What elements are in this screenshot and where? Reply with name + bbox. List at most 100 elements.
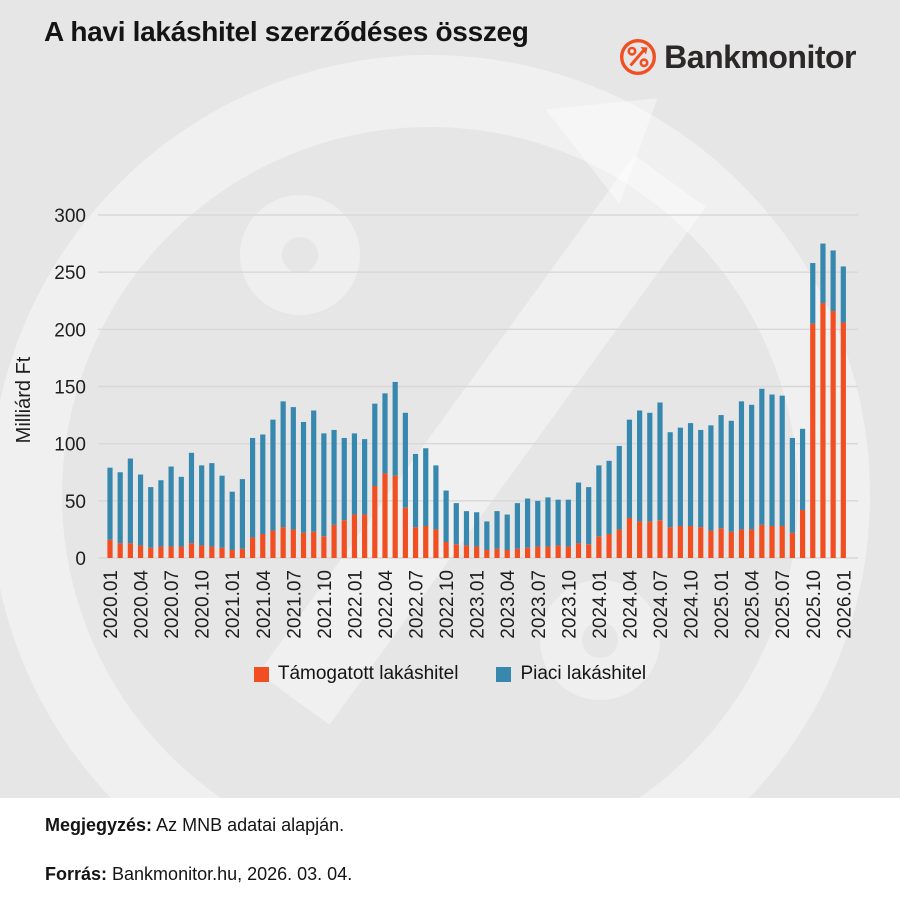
bar-piaci [260, 434, 266, 534]
bar-piaci [300, 421, 307, 533]
bar-tamogatott [687, 525, 694, 558]
bar-tamogatott [708, 530, 714, 558]
chart-panel: A havi lakáshitel szerződéses összeg Ban… [0, 0, 900, 798]
bar-piaci [616, 445, 622, 530]
bar-piaci [229, 491, 235, 550]
bar-piaci [158, 480, 164, 547]
legend-item-tamogatott: Támogatott lakáshitel [253, 663, 459, 685]
bar-piaci [789, 437, 795, 533]
bar-tamogatott [412, 527, 419, 558]
bar-piaci [321, 433, 327, 537]
bar-piaci [728, 420, 734, 532]
bar-tamogatott [178, 546, 184, 558]
source-line: Forrás: Bankmonitor.hu, 2026. 03. 04. [0, 836, 900, 885]
legend-item-piaci: Piaci lakáshitel [496, 663, 646, 685]
bar-tamogatott [759, 524, 765, 558]
bar-piaci [626, 419, 633, 518]
x-tick-label: 2020.10 [193, 570, 214, 639]
note-text: Az MNB adatai alapján. [156, 815, 345, 835]
bar-piaci [535, 500, 541, 547]
x-tick-label: 2025.10 [804, 570, 825, 639]
legend-swatch-piaci-icon [496, 666, 512, 682]
bar-piaci [677, 427, 683, 526]
x-tick-label: 2021.07 [284, 570, 305, 639]
x-tick-label: 2020.07 [162, 570, 183, 639]
bar-tamogatott [637, 521, 643, 558]
source-label: Forrás: [45, 864, 108, 884]
bar-piaci [840, 266, 846, 323]
bar-piaci [402, 412, 408, 508]
note-line: Megjegyzés: Az MNB adatai alapján. [0, 798, 900, 836]
bar-tamogatott [494, 548, 500, 558]
bar-tamogatott [586, 544, 592, 558]
bar-tamogatott [321, 536, 327, 558]
bar-piaci [188, 452, 195, 544]
percent-icon [620, 39, 657, 75]
x-tick-label: 2024.04 [620, 570, 641, 639]
bar-piaci [555, 499, 561, 546]
bar-tamogatott [270, 530, 276, 558]
bar-tamogatott [341, 520, 347, 558]
bar-tamogatott [677, 525, 683, 558]
legend-label-tamogatott: Támogatott lakáshitel [277, 663, 459, 684]
bar-tamogatott [382, 473, 388, 558]
bar-tamogatott [168, 546, 174, 558]
bar-tamogatott [596, 536, 602, 558]
legend-swatch-tamogatott-icon [253, 666, 269, 682]
bar-piaci [667, 432, 673, 528]
bar-tamogatott [738, 529, 745, 558]
x-tick-label: 2024.07 [651, 570, 672, 639]
x-tick-label: 2022.01 [345, 570, 366, 639]
x-tick-label: 2021.04 [254, 570, 275, 639]
bar-piaci [514, 503, 520, 549]
bar-piaci [524, 498, 531, 548]
bar-piaci [412, 453, 419, 528]
bar-tamogatott [810, 323, 816, 558]
bar-tamogatott [199, 545, 205, 558]
bar-piaci [219, 475, 225, 548]
bar-tamogatott [209, 546, 215, 558]
bar-piaci [433, 465, 439, 530]
bar-piaci [178, 476, 184, 547]
bar-piaci [494, 511, 500, 549]
note-label: Megjegyzés: [45, 815, 153, 835]
x-tick-label: 2022.10 [437, 570, 458, 639]
x-tick-label: 2021.01 [223, 570, 244, 639]
bar-piaci [586, 487, 592, 545]
bar-tamogatott [260, 533, 266, 558]
bar-piaci [637, 410, 643, 522]
x-tick-label: 2025.07 [773, 570, 794, 639]
footer: Megjegyzés: Az MNB adatai alapján. Forrá… [0, 798, 900, 900]
y-tick-label: 150 [54, 378, 86, 399]
bar-tamogatott [188, 543, 195, 558]
bar-tamogatott [830, 311, 836, 558]
bar-piaci [443, 490, 449, 542]
bar-piaci [168, 466, 174, 547]
x-tick-label: 2024.01 [590, 570, 611, 639]
bar-piaci [504, 514, 510, 550]
bar-piaci [779, 395, 785, 526]
bar-piaci [799, 428, 806, 510]
bar-tamogatott [799, 509, 806, 558]
bar-piaci [199, 465, 205, 546]
bar-tamogatott [433, 529, 439, 558]
bar-tamogatott [484, 549, 490, 558]
bar-tamogatott [463, 545, 470, 558]
bar-tamogatott [331, 524, 337, 558]
bar-piaci [351, 433, 358, 515]
bar-tamogatott [728, 531, 734, 558]
bar-piaci [647, 412, 653, 522]
bar-tamogatott [229, 549, 235, 558]
bar-tamogatott [667, 527, 673, 558]
bar-tamogatott [127, 543, 133, 558]
bar-piaci [565, 499, 571, 547]
bar-piaci [270, 419, 276, 531]
x-tick-label: 2026.01 [834, 570, 855, 639]
bar-tamogatott [372, 485, 378, 558]
bar-piaci [311, 410, 317, 532]
bar-piaci [372, 403, 378, 486]
bar-piaci [148, 487, 154, 548]
bar-tamogatott [820, 303, 826, 558]
bar-piaci [708, 425, 714, 531]
